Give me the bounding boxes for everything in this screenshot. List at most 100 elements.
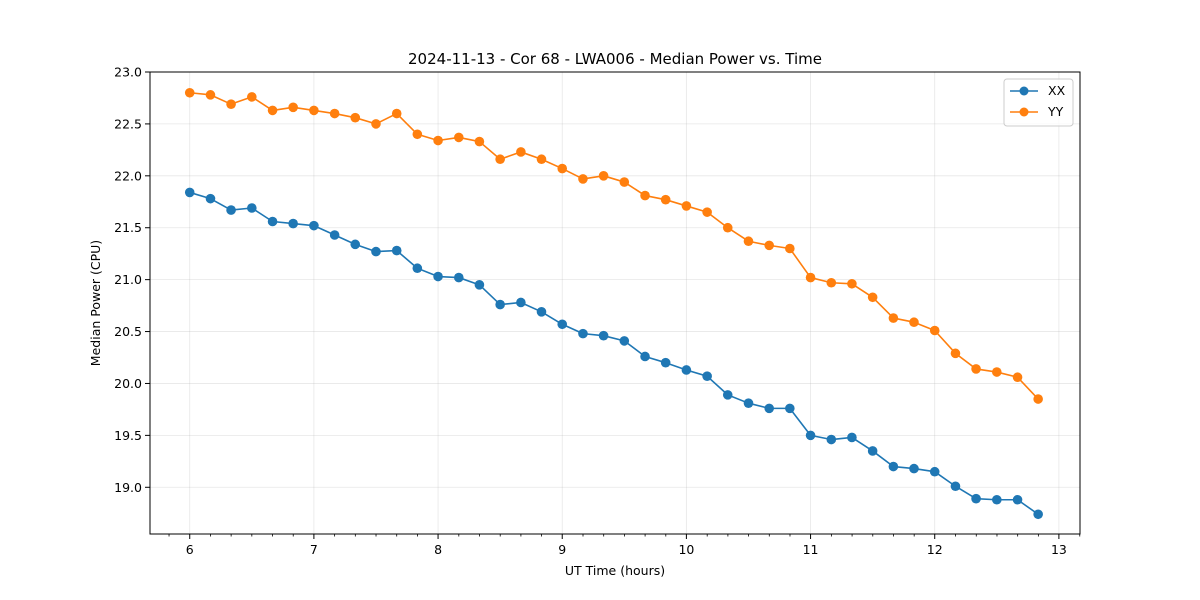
data-point-xx bbox=[598, 330, 609, 341]
data-point-yy bbox=[950, 348, 961, 359]
chart-title: 2024-11-13 - Cor 68 - LWA006 - Median Po… bbox=[408, 50, 822, 68]
x-tick-label: 12 bbox=[927, 542, 943, 557]
plot-frame bbox=[149, 71, 1081, 535]
data-point-yy bbox=[288, 102, 298, 113]
x-tick-label: 7 bbox=[310, 542, 318, 557]
data-point-xx bbox=[412, 263, 423, 274]
x-axis-label: UT Time (hours) bbox=[565, 563, 665, 578]
data-point-yy bbox=[909, 317, 919, 328]
data-point-xx bbox=[971, 493, 981, 504]
data-point-xx bbox=[495, 299, 505, 310]
data-point-xx bbox=[847, 432, 857, 443]
data-point-yy bbox=[888, 313, 899, 323]
y-tick-label: 22.5 bbox=[114, 116, 142, 131]
y-tick-label: 21.5 bbox=[114, 220, 142, 235]
data-point-yy bbox=[1012, 372, 1023, 383]
data-point-yy bbox=[619, 177, 630, 187]
x-tick-label: 9 bbox=[558, 542, 566, 557]
data-point-yy bbox=[785, 243, 795, 254]
legend: XX YY bbox=[1003, 78, 1074, 127]
data-point-yy bbox=[495, 154, 505, 165]
data-point-xx bbox=[950, 481, 961, 492]
series-xx bbox=[184, 187, 1043, 520]
data-point-xx bbox=[743, 398, 754, 408]
data-point-yy bbox=[598, 171, 609, 181]
data-point-yy bbox=[681, 201, 692, 211]
data-point-xx bbox=[826, 434, 837, 445]
data-point-xx bbox=[640, 351, 650, 362]
data-point-yy bbox=[267, 105, 278, 116]
data-point-xx bbox=[226, 205, 236, 215]
y-tick-label: 19.5 bbox=[114, 428, 142, 443]
data-point-xx bbox=[536, 307, 547, 317]
grid-lines bbox=[150, 71, 1080, 534]
data-point-yy bbox=[309, 105, 319, 116]
data-point-xx bbox=[309, 220, 319, 231]
legend-marker-yy bbox=[1019, 107, 1029, 117]
data-point-yy bbox=[433, 135, 443, 146]
data-point-xx bbox=[288, 218, 298, 229]
data-point-xx bbox=[909, 463, 919, 474]
data-point-yy bbox=[226, 99, 236, 109]
data-point-xx bbox=[867, 446, 878, 456]
legend-marker-xx bbox=[1019, 86, 1029, 96]
data-point-yy bbox=[805, 272, 816, 283]
data-point-xx bbox=[329, 230, 340, 240]
y-tick-label: 20.0 bbox=[114, 376, 142, 391]
data-point-yy bbox=[412, 129, 423, 140]
data-point-yy bbox=[391, 108, 402, 119]
y-tick-label: 20.5 bbox=[114, 324, 142, 339]
data-point-xx bbox=[1033, 509, 1043, 520]
data-point-xx bbox=[350, 239, 361, 250]
data-point-xx bbox=[578, 328, 588, 339]
data-point-xx bbox=[1012, 494, 1023, 505]
legend-label-xx: XX bbox=[1048, 83, 1066, 98]
data-point-xx bbox=[785, 403, 795, 414]
data-point-xx bbox=[888, 461, 899, 472]
data-point-yy bbox=[867, 292, 878, 303]
data-point-yy bbox=[453, 132, 464, 143]
x-tick-label: 11 bbox=[803, 542, 819, 557]
data-point-yy bbox=[743, 236, 754, 247]
data-point-xx bbox=[992, 494, 1002, 505]
axis-ticks: 6 7 8 9 10 11 12 13 19.0 19.5 20.0 20.5 21.0 21.5 22.0… bbox=[114, 65, 1081, 557]
data-point-yy bbox=[702, 207, 712, 217]
data-point-xx bbox=[267, 216, 278, 227]
data-point-xx bbox=[371, 246, 381, 257]
y-axis-label: Median Power (CPU) bbox=[88, 240, 103, 366]
legend-label-yy: YY bbox=[1047, 104, 1064, 119]
data-point-yy bbox=[764, 240, 775, 251]
y-tick-label: 22.0 bbox=[114, 168, 142, 183]
data-point-yy bbox=[205, 90, 216, 100]
data-point-yy bbox=[578, 174, 588, 184]
data-point-yy bbox=[992, 367, 1002, 377]
data-point-xx bbox=[474, 280, 485, 290]
data-point-yy bbox=[329, 108, 340, 119]
x-tick-label: 13 bbox=[1051, 542, 1067, 557]
data-point-yy bbox=[847, 278, 857, 289]
data-point-yy bbox=[557, 163, 568, 174]
data-series bbox=[184, 87, 1043, 520]
data-point-yy bbox=[536, 154, 547, 165]
data-point-xx bbox=[805, 430, 816, 441]
data-point-xx bbox=[247, 203, 257, 213]
series-yy bbox=[184, 87, 1043, 404]
data-point-xx bbox=[453, 272, 464, 283]
data-point-xx bbox=[557, 319, 568, 330]
data-point-xx bbox=[929, 466, 940, 477]
data-point-xx bbox=[660, 357, 671, 368]
data-point-yy bbox=[247, 92, 257, 102]
x-tick-label: 6 bbox=[186, 542, 194, 557]
data-point-yy bbox=[1033, 394, 1043, 404]
data-point-xx bbox=[433, 271, 443, 282]
data-point-yy bbox=[929, 325, 940, 336]
data-point-yy bbox=[474, 136, 485, 147]
y-tick-label: 23.0 bbox=[114, 65, 142, 80]
data-point-yy bbox=[371, 119, 381, 129]
data-point-yy bbox=[971, 364, 981, 374]
data-point-xx bbox=[722, 390, 733, 400]
data-point-xx bbox=[702, 371, 712, 381]
y-tick-label: 21.0 bbox=[114, 272, 142, 287]
data-point-yy bbox=[516, 147, 526, 157]
